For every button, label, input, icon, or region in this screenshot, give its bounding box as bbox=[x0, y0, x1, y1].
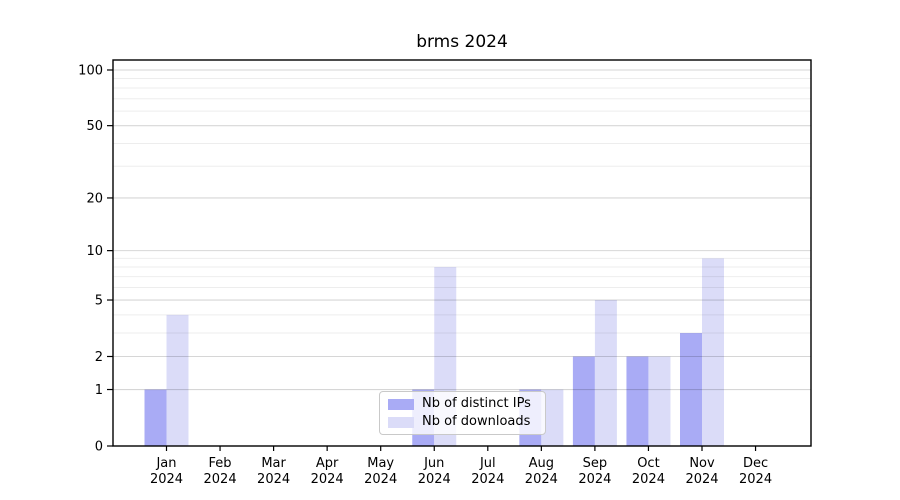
x-tick-label-year-feb: 2024 bbox=[204, 472, 237, 487]
x-tick-label-year-apr: 2024 bbox=[311, 472, 344, 487]
legend: Nb of distinct IPs Nb of downloads bbox=[379, 391, 546, 435]
bar-downloads-nov bbox=[702, 258, 724, 446]
legend-swatch-downloads bbox=[388, 416, 414, 428]
legend-swatch-distinct-ips bbox=[388, 398, 414, 410]
legend-item-downloads: Nb of downloads bbox=[388, 414, 537, 430]
bar-downloads-aug bbox=[541, 389, 564, 446]
y-tick-label-1: 1 bbox=[95, 383, 103, 398]
x-tick-label-year-aug: 2024 bbox=[525, 472, 558, 487]
x-tick-label-month-jun: Jun bbox=[423, 456, 444, 471]
bar-downloads-jan bbox=[166, 314, 189, 446]
x-tick-label-month-oct: Oct bbox=[637, 456, 659, 471]
x-tick-label-month-jul: Jul bbox=[479, 456, 496, 471]
x-tick-label-year-jul: 2024 bbox=[471, 472, 504, 487]
y-tick-label-5: 5 bbox=[95, 294, 103, 309]
bar-downloads-oct bbox=[648, 356, 671, 446]
y-tick-label-2: 2 bbox=[95, 350, 103, 365]
x-tick-label-month-may: May bbox=[367, 456, 394, 471]
y-tick-label-100: 100 bbox=[78, 63, 103, 78]
bar-distinct-ips-sep bbox=[572, 356, 595, 446]
bar-distinct-ips-oct bbox=[626, 356, 649, 446]
x-tick-label-month-jan: Jan bbox=[155, 456, 176, 471]
bar-distinct-ips-jan bbox=[144, 389, 167, 446]
y-tick-label-20: 20 bbox=[86, 191, 103, 206]
legend-item-distinct-ips: Nb of distinct IPs bbox=[388, 396, 537, 412]
x-tick-label-year-oct: 2024 bbox=[632, 472, 665, 487]
y-tick-label-10: 10 bbox=[86, 244, 103, 259]
x-tick-label-year-sep: 2024 bbox=[578, 472, 611, 487]
x-tick-label-year-jan: 2024 bbox=[150, 472, 183, 487]
x-tick-label-year-jun: 2024 bbox=[418, 472, 451, 487]
x-tick-label-month-sep: Sep bbox=[583, 456, 608, 471]
x-tick-label-year-may: 2024 bbox=[364, 472, 397, 487]
x-tick-label-month-apr: Apr bbox=[316, 456, 339, 471]
plot-frame bbox=[112, 59, 812, 447]
chart-title: brms 2024 bbox=[416, 32, 508, 52]
x-tick-label-year-mar: 2024 bbox=[257, 472, 290, 487]
bar-downloads-sep bbox=[594, 300, 617, 446]
y-tick-label-50: 50 bbox=[86, 119, 103, 134]
legend-label-distinct-ips: Nb of distinct IPs bbox=[422, 396, 531, 411]
x-tick-label-month-nov: Nov bbox=[689, 456, 715, 471]
x-tick-label-month-mar: Mar bbox=[261, 456, 286, 471]
x-tick-label-month-feb: Feb bbox=[209, 456, 232, 471]
bar-distinct-ips-nov bbox=[680, 333, 702, 446]
x-tick-label-month-dec: Dec bbox=[743, 456, 768, 471]
x-tick-label-year-dec: 2024 bbox=[739, 472, 772, 487]
y-tick-label-0: 0 bbox=[95, 440, 103, 455]
x-tick-label-month-aug: Aug bbox=[529, 456, 554, 471]
legend-label-downloads: Nb of downloads bbox=[422, 414, 531, 429]
x-tick-label-year-nov: 2024 bbox=[685, 472, 718, 487]
